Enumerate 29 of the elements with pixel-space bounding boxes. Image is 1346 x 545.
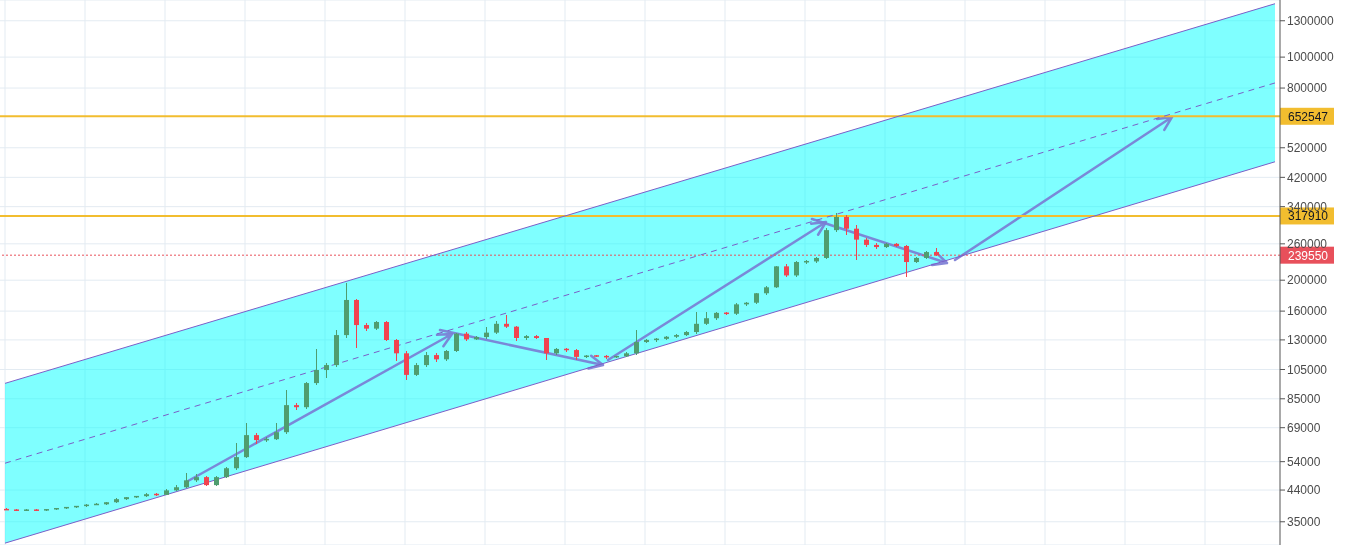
y-tick-label: 54000 — [1287, 454, 1321, 469]
y-tick-label: 105000 — [1287, 362, 1328, 377]
candlestick — [384, 320, 389, 342]
y-tick-label: 69000 — [1287, 420, 1321, 435]
y-tick-label: 35000 — [1287, 515, 1321, 530]
candlestick — [844, 214, 849, 236]
candlestick — [454, 332, 459, 353]
y-tick-label: 85000 — [1287, 392, 1321, 407]
ref-line-label: 652547 — [1287, 109, 1329, 124]
candlestick — [634, 329, 639, 355]
candlestick — [694, 311, 699, 335]
y-tick-label: 420000 — [1287, 170, 1328, 185]
y-tick-label: 160000 — [1287, 304, 1328, 319]
y-tick-label: 200000 — [1287, 273, 1328, 288]
candlestick — [314, 348, 319, 386]
candlestick — [904, 244, 909, 278]
y-tick-label: 1300000 — [1287, 14, 1335, 29]
candlestick — [244, 422, 249, 459]
candlestick — [234, 442, 239, 471]
y-tick-label: 800000 — [1287, 81, 1328, 96]
candlestick — [404, 350, 409, 381]
ref-line-label: 239550 — [1287, 248, 1329, 263]
y-tick-label: 520000 — [1287, 141, 1328, 156]
y-tick-label: 1000000 — [1287, 50, 1335, 65]
candlestick — [854, 224, 859, 261]
y-tick-label: 44000 — [1287, 483, 1321, 498]
candlestick — [834, 212, 839, 233]
candlestick — [394, 338, 399, 362]
y-tick-label: 130000 — [1287, 333, 1328, 348]
